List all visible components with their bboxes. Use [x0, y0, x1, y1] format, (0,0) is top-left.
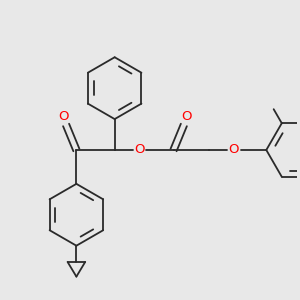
Text: O: O [58, 110, 69, 123]
Text: O: O [181, 110, 191, 123]
Text: O: O [134, 143, 145, 157]
Text: O: O [229, 143, 239, 157]
